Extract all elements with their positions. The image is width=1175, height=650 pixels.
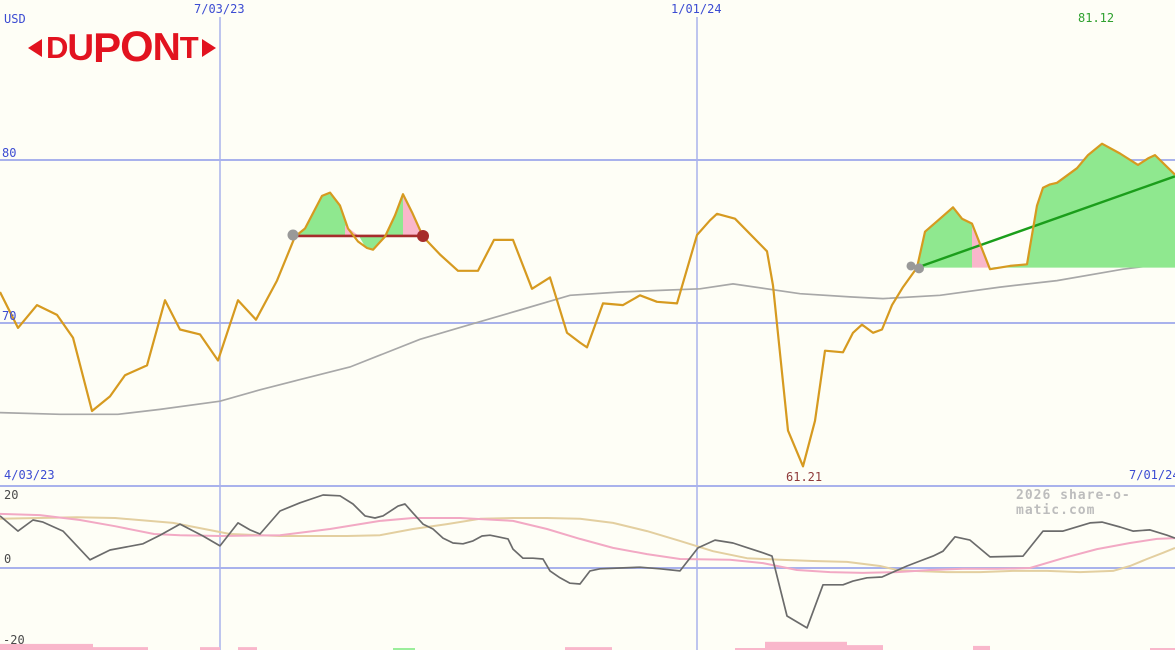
x-tick-top-jul23: 7/03/23: [194, 2, 245, 16]
histogram-bar: [238, 647, 257, 650]
exit-dot: [417, 229, 429, 242]
x-tick-bottom-apr23: 4/03/23: [4, 468, 55, 482]
trade-fill-pink: [345, 225, 359, 236]
histogram-bar: [1150, 648, 1175, 650]
histogram-bar: [765, 641, 847, 650]
histogram-bar: [565, 647, 612, 650]
trade-fill-green: [990, 143, 1175, 268]
logo-letter: D: [46, 30, 68, 65]
y-tick-80: 80: [2, 146, 17, 160]
price-line: [0, 142, 1175, 468]
histogram-bar: [847, 645, 883, 650]
currency-label: USD: [4, 12, 26, 26]
logo-letter: P: [93, 23, 121, 71]
logo-letter: T: [179, 30, 199, 65]
histogram-bar: [393, 648, 415, 650]
panel-tick-0: 0: [4, 552, 12, 566]
logo-letter: U: [67, 27, 94, 68]
latest-price-label: 81.12: [1078, 11, 1115, 25]
trade-fill-green: [385, 194, 403, 236]
panel-tick-20: 20: [4, 488, 19, 502]
watermark: 2026 share-o-matic.com: [1016, 488, 1131, 518]
trade-fill-green: [359, 236, 385, 250]
histogram-bar: [200, 647, 220, 650]
entry-dot: [287, 229, 299, 241]
low-price-label: 61.21: [786, 470, 823, 484]
x-tick-bottom-jul24: 7/01/24: [1129, 468, 1175, 482]
histogram-bar: [93, 647, 148, 650]
entry-dot-2a: [906, 261, 916, 271]
entry-dot-2b: [914, 263, 924, 274]
panel-tick-neg20: -20: [3, 633, 25, 647]
moving-average-line: [0, 261, 1175, 416]
logo-letter: N: [152, 26, 181, 69]
histogram-bar: [0, 643, 93, 650]
x-tick-top-jan24: 1/01/24: [671, 2, 722, 16]
logo-left-arrow-icon: [28, 38, 42, 57]
signal-tan-line: [0, 516, 1175, 574]
histogram-bar: [735, 648, 765, 650]
oscillator-line: [0, 494, 1175, 629]
signal-pink-line: [0, 512, 1175, 574]
rising-trendline: [916, 175, 1175, 269]
y-tick-70: 70: [2, 309, 17, 323]
logo-letter: O: [120, 23, 153, 71]
logo-right-arrow-icon: [201, 38, 216, 57]
histogram-bar: [973, 645, 990, 650]
